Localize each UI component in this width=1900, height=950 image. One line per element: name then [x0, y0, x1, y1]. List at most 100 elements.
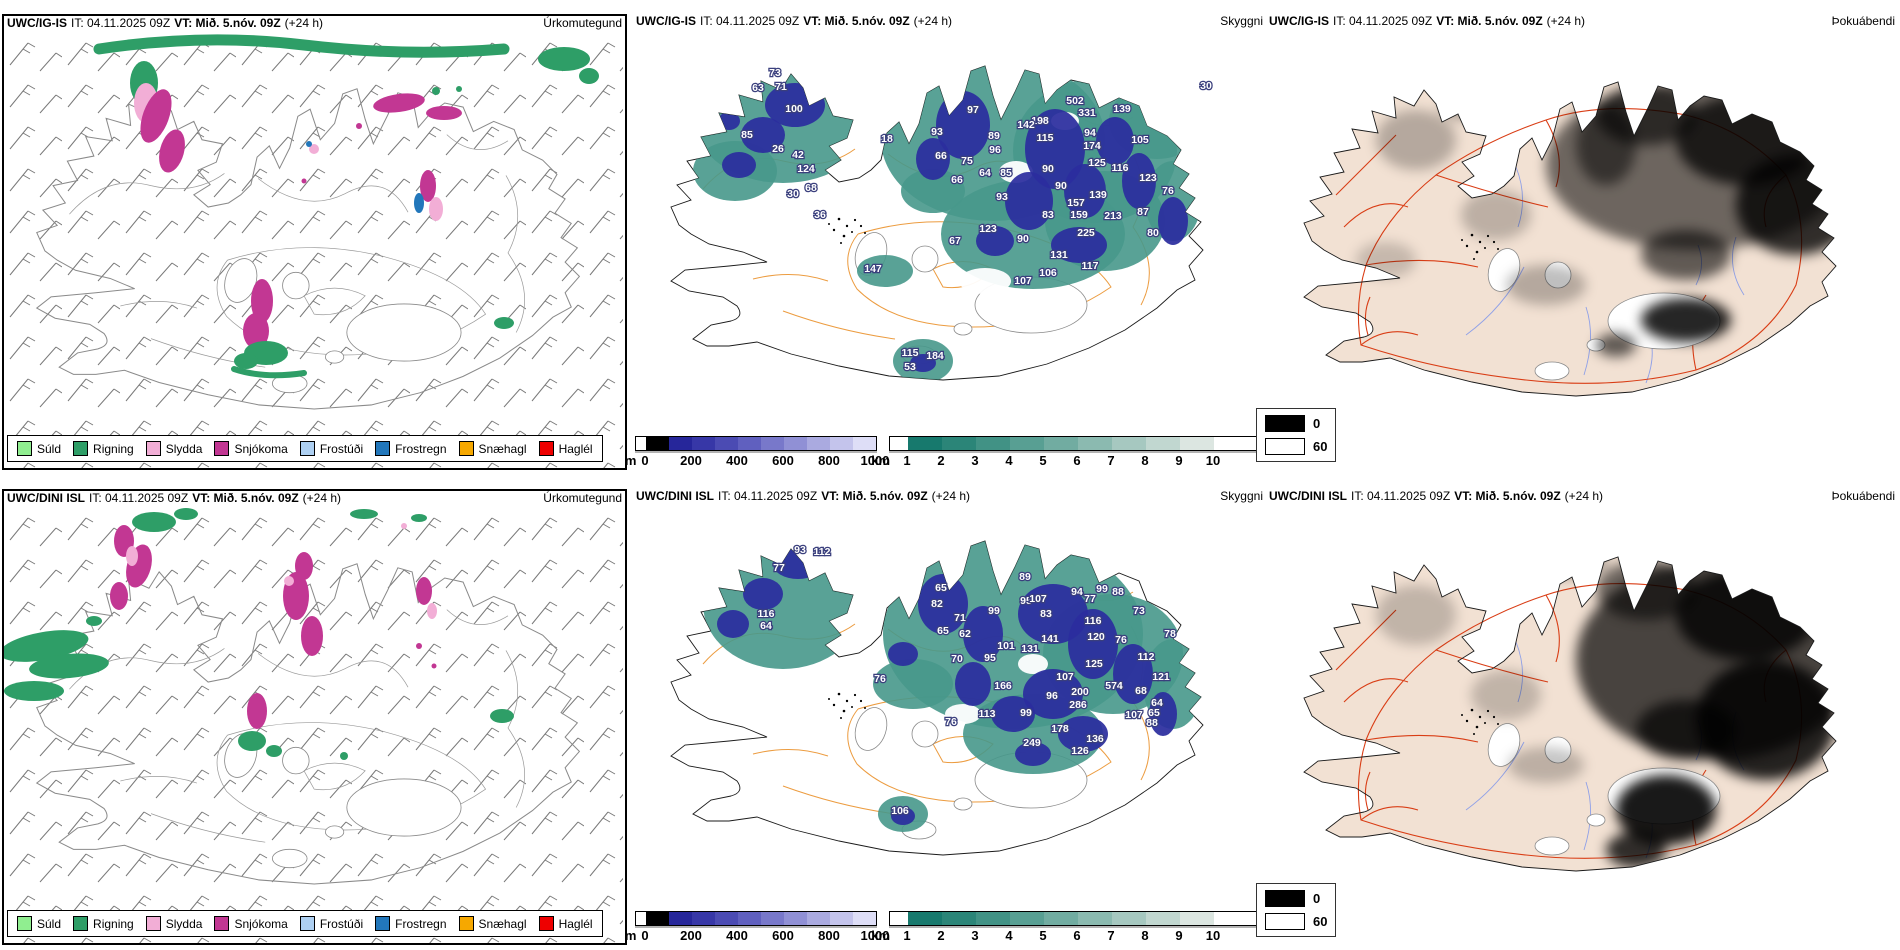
svg-text:101: 101 — [997, 640, 1015, 652]
visibility-scale-m: m 0 200 400 600 800 1000 — [625, 436, 889, 468]
init-time: IT: 04.11.2025 09Z — [71, 16, 171, 30]
svg-text:90: 90 — [1042, 163, 1054, 175]
legend-label: 60 — [1313, 439, 1328, 454]
legend-label: Súld — [37, 916, 62, 931]
svg-text:147: 147 — [864, 263, 882, 275]
svg-text:80: 80 — [1147, 227, 1159, 239]
precip-panel-igis: UWC/IG-IS IT: 04.11.2025 09Z VT: Mið. 5.nó… — [2, 14, 627, 470]
legend-label: Haglél — [558, 916, 593, 931]
svg-text:87: 87 — [1137, 206, 1149, 218]
fog-map — [1303, 556, 1837, 872]
panel-header: UWC/IG-IS IT: 04.11.2025 09Z VT: Mið. 5.nó… — [4, 16, 625, 31]
legend-swatch — [17, 916, 32, 931]
legend-label: Frostregn — [395, 441, 447, 456]
svg-text:93: 93 — [794, 544, 806, 556]
svg-text:213: 213 — [1104, 210, 1122, 222]
legend-item: Slydda — [145, 441, 202, 456]
svg-text:77: 77 — [773, 562, 785, 574]
svg-text:106: 106 — [891, 805, 909, 817]
legend-swatch — [214, 916, 230, 931]
svg-text:125: 125 — [1085, 658, 1103, 670]
legend-item: Frostregn — [375, 916, 447, 931]
svg-text:64: 64 — [760, 620, 772, 632]
svg-text:18: 18 — [881, 133, 893, 145]
svg-text:68: 68 — [805, 182, 817, 194]
product-title-precip: Úrkomutegund — [543, 491, 622, 505]
svg-text:95: 95 — [1020, 595, 1032, 607]
svg-text:90: 90 — [1055, 180, 1067, 192]
legend-item: Súld — [17, 916, 61, 931]
svg-text:107: 107 — [1014, 275, 1032, 287]
svg-text:121: 121 — [1152, 671, 1170, 683]
svg-text:68: 68 — [1135, 685, 1147, 697]
svg-text:76: 76 — [1162, 185, 1174, 197]
legend-swatch — [145, 916, 161, 931]
svg-text:113: 113 — [979, 708, 996, 720]
legend-item: Haglél — [538, 441, 593, 456]
legend-item: Haglél — [538, 916, 593, 931]
svg-text:96: 96 — [989, 144, 1001, 156]
svg-text:331: 331 — [1078, 107, 1096, 119]
legend-swatch — [1265, 415, 1305, 432]
legend-swatch — [1265, 438, 1305, 455]
svg-text:99: 99 — [988, 605, 1000, 617]
wind-barb-field — [4, 506, 623, 943]
legend-item: 0 — [1265, 415, 1327, 432]
svg-text:200: 200 — [1071, 686, 1089, 698]
svg-text:73: 73 — [769, 67, 781, 79]
valid-time: VT: Mið. 5.nóv. 09Z — [1454, 489, 1561, 503]
legend-swatch — [145, 441, 161, 456]
svg-text:42: 42 — [792, 149, 804, 161]
svg-text:76: 76 — [1115, 634, 1127, 646]
legend-label: Frostúði — [319, 441, 364, 456]
valid-time: VT: Mið. 5.nóv. 09Z — [192, 491, 299, 505]
svg-text:66: 66 — [951, 174, 963, 186]
svg-text:76: 76 — [874, 673, 886, 685]
legend-item: Snæhagl — [458, 441, 527, 456]
legend-label: Súld — [37, 441, 62, 456]
svg-text:64: 64 — [979, 167, 991, 179]
svg-text:107: 107 — [1056, 671, 1074, 683]
product-title-visibility: Skyggni — [1220, 14, 1263, 28]
svg-text:99: 99 — [1020, 707, 1032, 719]
visibility-panel-dini: UWC/DINI ISL IT: 04.11.2025 09Z VT: Mið. 5… — [625, 489, 1266, 945]
svg-text:141: 141 — [1041, 633, 1059, 645]
svg-text:30: 30 — [1200, 80, 1212, 92]
panel-header: UWC/IG-IS IT: 04.11.2025 09Z VT: Mið. 5.nó… — [1266, 14, 1898, 29]
legend-swatch — [538, 441, 554, 456]
svg-text:83: 83 — [1042, 209, 1054, 221]
legend-item: Frostregn — [375, 441, 447, 456]
fog-field — [1356, 82, 1836, 357]
legend-swatch — [375, 441, 391, 456]
svg-text:97: 97 — [967, 104, 979, 116]
precip-map — [4, 31, 623, 468]
svg-text:174: 174 — [1083, 140, 1101, 152]
panel-header: UWC/DINI ISL IT: 04.11.2025 09Z VT: Mið. 5… — [1266, 489, 1898, 504]
svg-text:120: 120 — [1087, 631, 1105, 643]
legend-item: Rigning — [73, 916, 134, 931]
svg-text:88: 88 — [1112, 586, 1124, 598]
svg-text:159: 159 — [1070, 209, 1088, 221]
svg-text:178: 178 — [1051, 723, 1069, 735]
legend-swatch — [375, 916, 391, 931]
svg-text:65: 65 — [937, 625, 949, 637]
legend-label: Rigning — [93, 441, 134, 456]
svg-text:142: 142 — [1017, 119, 1035, 131]
legend-label: Frostúði — [319, 916, 364, 931]
svg-text:73: 73 — [1133, 605, 1145, 617]
legend-swatch — [17, 441, 32, 456]
init-time: IT: 04.11.2025 09Z — [718, 489, 818, 503]
svg-text:115: 115 — [1037, 132, 1054, 144]
svg-text:502: 502 — [1066, 95, 1084, 107]
svg-text:112: 112 — [814, 546, 831, 558]
panel-header: UWC/IG-IS IT: 04.11.2025 09Z VT: Mið. 5.nó… — [633, 14, 1266, 29]
svg-text:124: 124 — [797, 163, 815, 175]
legend-label: Snjókoma — [234, 441, 288, 456]
svg-text:123: 123 — [979, 223, 997, 235]
svg-text:184: 184 — [926, 350, 944, 362]
svg-text:286: 286 — [1069, 699, 1087, 711]
svg-text:117: 117 — [1082, 260, 1099, 272]
svg-text:131: 131 — [1050, 249, 1068, 261]
svg-text:63: 63 — [752, 82, 764, 94]
